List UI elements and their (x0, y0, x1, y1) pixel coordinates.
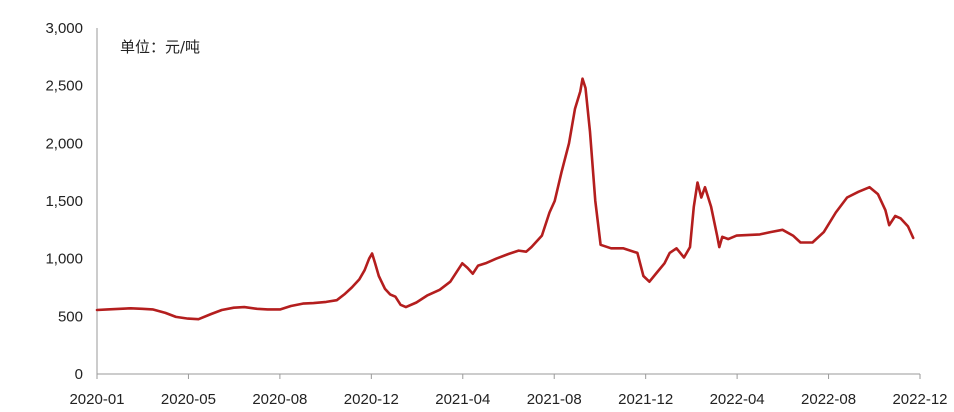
x-tick-label: 2022-12 (892, 391, 947, 408)
y-tick-label: 2,500 (45, 78, 83, 95)
axes (96, 28, 920, 375)
y-tick-label: 1,000 (45, 251, 83, 268)
x-tick-label: 2020-05 (161, 391, 216, 408)
x-tick-label: 2020-01 (69, 391, 124, 408)
y-tick-label: 1,500 (45, 193, 83, 210)
y-tick-labels: 0 500 1,000 1,500 2,000 2,500 3,000 (45, 20, 83, 383)
series-layer (95, 77, 915, 321)
series-line (95, 77, 915, 321)
y-tick-label: 2,000 (45, 135, 83, 152)
x-tick-label: 2022-08 (801, 391, 856, 408)
x-tick-label: 2022-04 (710, 391, 765, 408)
x-tick-label: 2021-08 (527, 391, 582, 408)
x-tick-marks (96, 374, 921, 379)
x-tick-label: 2020-12 (344, 391, 399, 408)
x-tick-label: 2021-04 (435, 391, 490, 408)
y-tick-label: 3,000 (45, 20, 83, 37)
x-tick-label: 2021-12 (618, 391, 673, 408)
unit-label: 单位：元/吨 (120, 38, 200, 56)
x-tick-label: 2020-08 (252, 391, 307, 408)
x-tick-labels: 2020-01 2020-05 2020-08 2020-12 2021-04 2021-… (69, 391, 947, 408)
y-tick-label: 500 (58, 308, 83, 325)
y-tick-label: 0 (75, 366, 83, 383)
